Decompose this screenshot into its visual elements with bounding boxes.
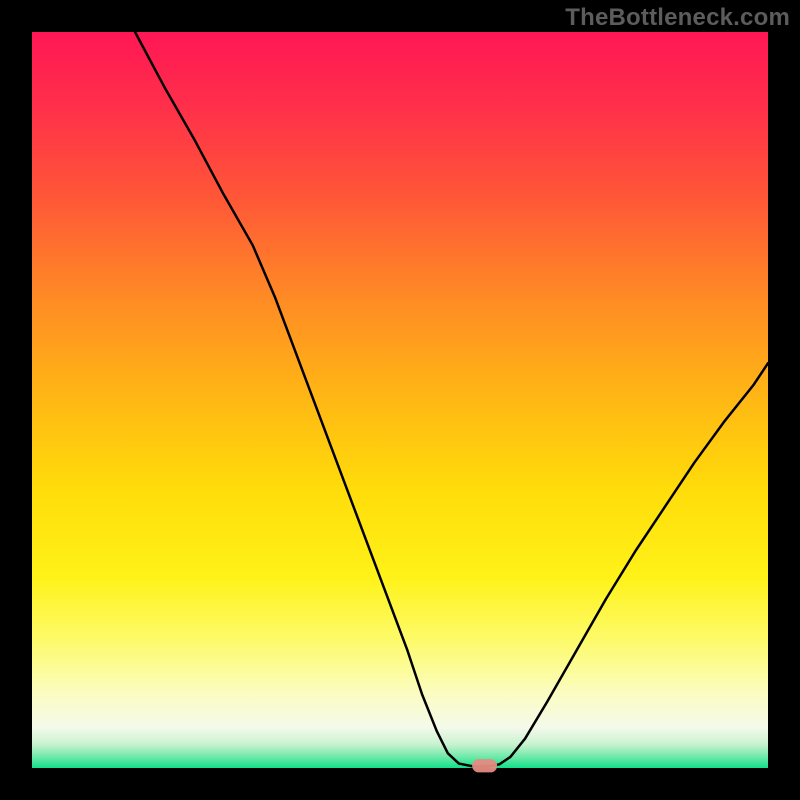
bottleneck-chart bbox=[0, 0, 800, 800]
optimal-marker bbox=[472, 759, 497, 772]
plot-gradient-background bbox=[32, 32, 768, 768]
watermark-text: TheBottleneck.com bbox=[565, 4, 790, 32]
